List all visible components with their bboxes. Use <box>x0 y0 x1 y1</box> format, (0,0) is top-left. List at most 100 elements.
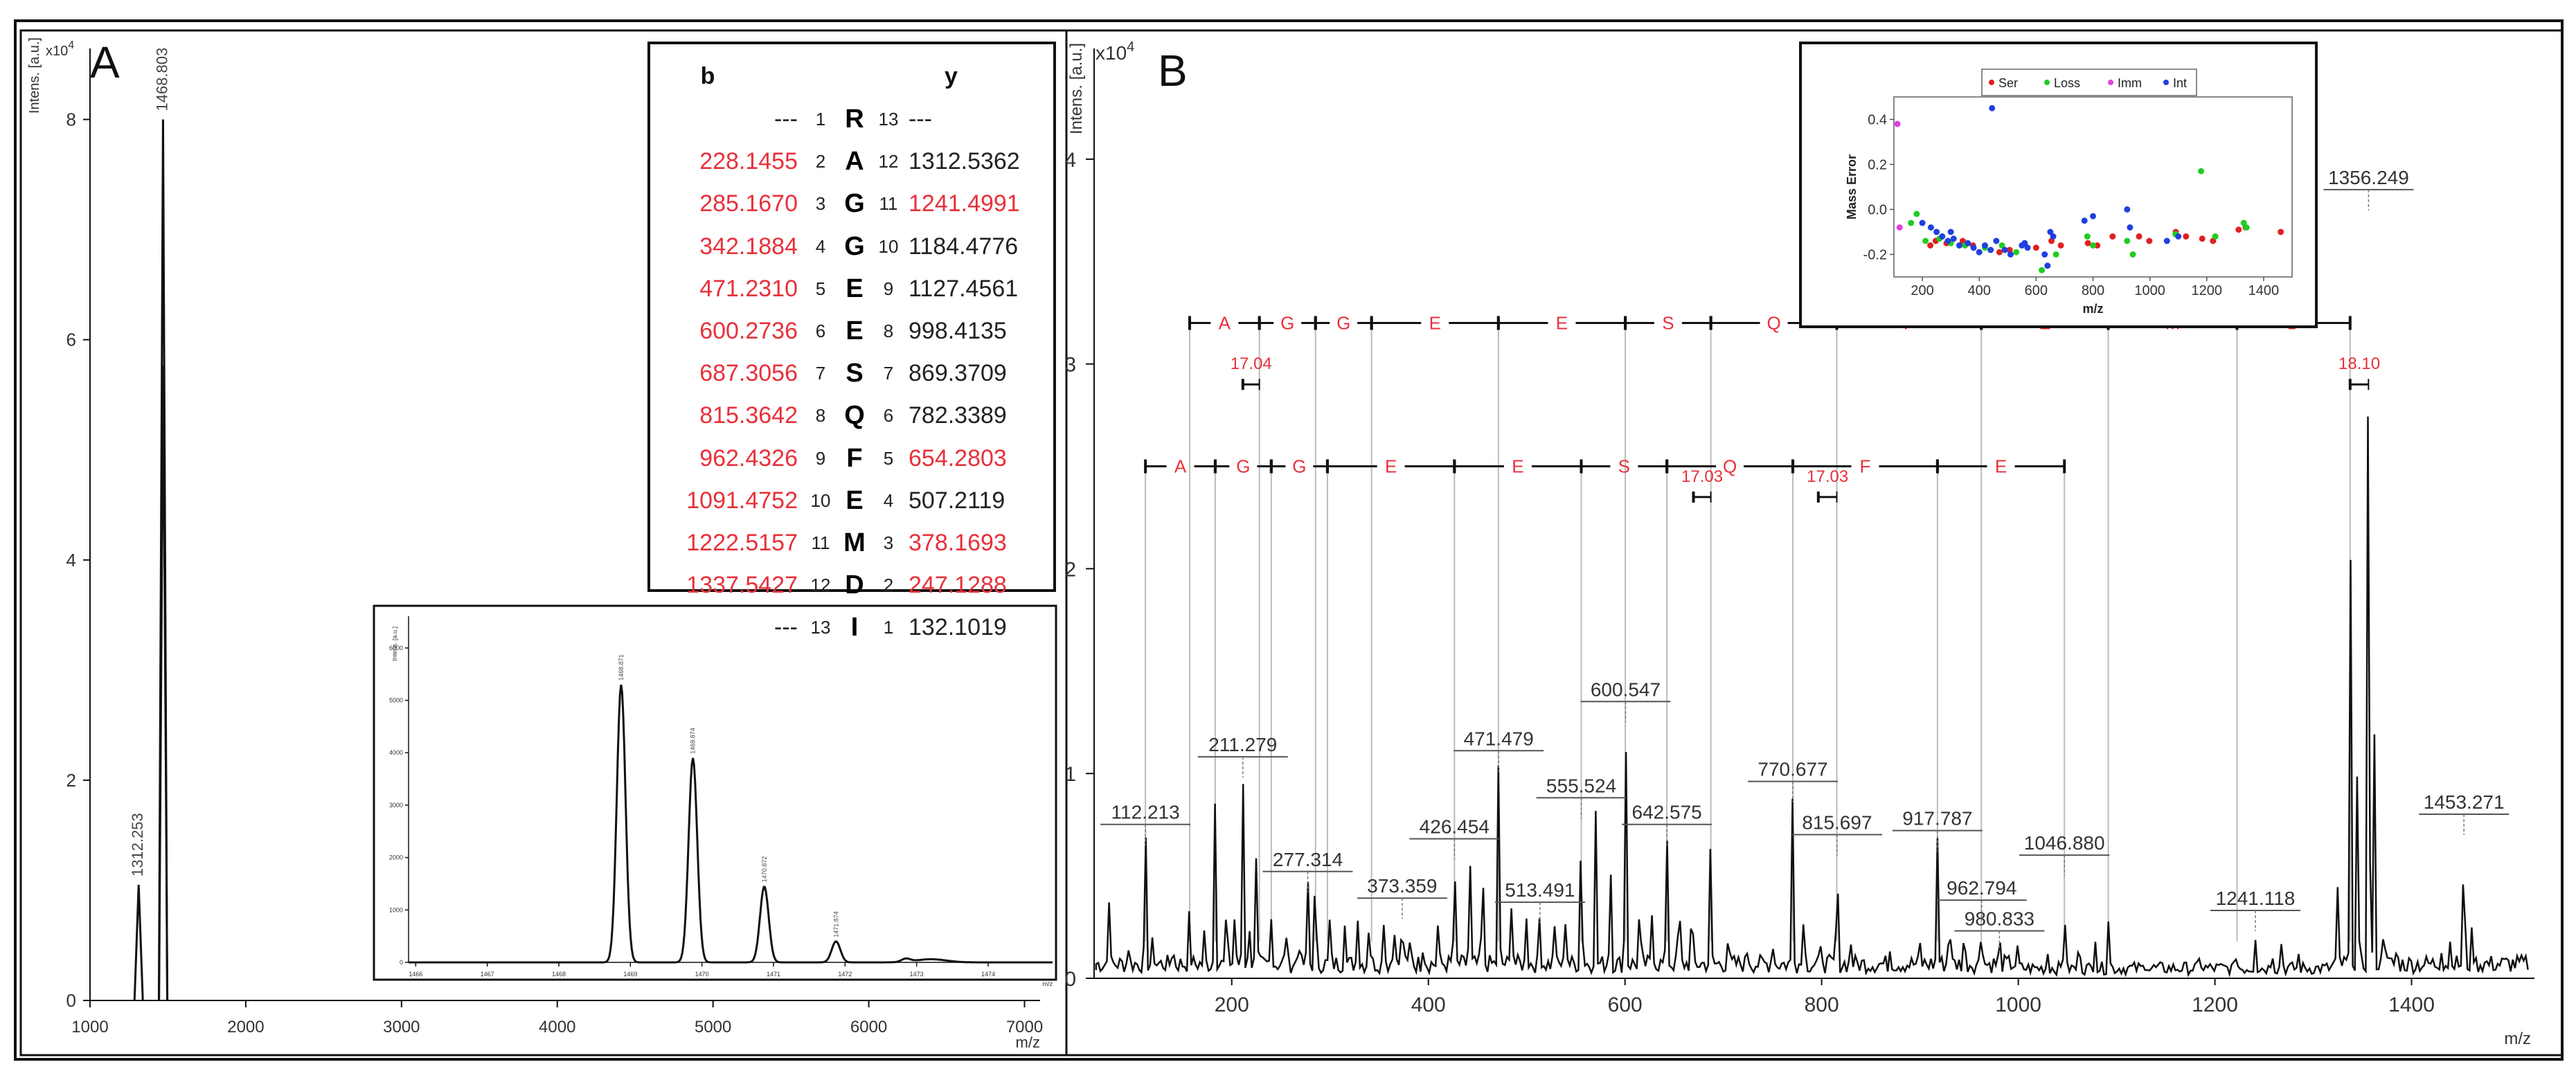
fragment-row: 600.2736 6 E 8 998.4135 <box>663 310 1040 352</box>
fragment-row: 342.1884 4 G 10 1184.4776 <box>663 226 1040 268</box>
panel-a-peak-labels: 1312.253 1468.803 <box>129 48 170 877</box>
inset-x-tick-label: 1471 <box>767 971 780 978</box>
b-ion-mass: 600.2736 <box>699 318 798 345</box>
inset-x-tick-label: 1468 <box>552 971 566 978</box>
zoom-inset-trace: 1468.871 1469.874 1470.872 1471.874 <box>409 654 1053 964</box>
y-ion-mass: 247.1288 <box>909 572 1007 599</box>
y-ion-index: 8 <box>883 321 894 342</box>
inset-peak-label: 1470.872 <box>761 856 768 883</box>
fragment-row: 815.3642 8 Q 6 782.3389 <box>663 395 1040 437</box>
b-ion-mass: 471.2310 <box>699 275 798 302</box>
b-ion-index: 12 <box>810 575 831 596</box>
inset-y-tick-label: 6000 <box>389 645 403 652</box>
zoom-inset-frame <box>373 604 1057 981</box>
y-tick-label: 6 <box>66 330 76 350</box>
y-ion-mass: 654.2803 <box>909 444 1007 471</box>
y-multiplier-exponent: 4 <box>68 39 74 51</box>
inset-x-tick-label: 1467 <box>481 971 494 978</box>
y-ion-index: 9 <box>883 278 894 299</box>
fragment-row: --- 13 I 1 132.1019 <box>663 607 1040 649</box>
spectrum-peak <box>133 884 144 1001</box>
inset-x-tick-label: 1473 <box>910 971 924 978</box>
x-tick-label: 5000 <box>695 1018 731 1036</box>
y-tick-label: 2 <box>66 770 76 791</box>
y-ion-index: 1 <box>883 617 894 638</box>
inset-y-tick-label: 0 <box>400 959 403 966</box>
fragment-row: 228.1455 2 A 12 1312.5362 <box>663 141 1040 183</box>
x-tick-label: 1000 <box>71 1018 108 1036</box>
inset-y-tick-label: 4000 <box>389 749 403 756</box>
y-ion-index: 7 <box>883 363 894 384</box>
y-multiplier: x104 <box>46 39 74 59</box>
inset-peak-label: 1468.871 <box>618 654 625 681</box>
fragment-row: 1091.4752 10 E 4 507.2119 <box>663 480 1040 522</box>
inset-x-tick-label: 1472 <box>838 971 852 978</box>
b-ion-mass: 962.4326 <box>699 444 798 471</box>
inset-y-tick-label: 2000 <box>389 854 403 861</box>
b-ion-index: 5 <box>815 278 826 299</box>
y-ion-mass: 132.1019 <box>909 614 1007 641</box>
b-ion-index: 2 <box>815 151 826 172</box>
fragment-table-body: --- 1 R 13 --- 228.1455 2 A 12 1312.5362 285.1670 3… <box>663 98 1040 649</box>
b-ion-index: 11 <box>811 532 830 553</box>
x-tick-label: 6000 <box>850 1018 887 1036</box>
inset-peak-label: 1469.874 <box>690 728 697 754</box>
y-ion-mass: 1241.4991 <box>909 190 1020 217</box>
residue: F <box>846 443 863 473</box>
y-ion-index: 5 <box>883 447 894 469</box>
inset-x-tick-label: 1466 <box>409 971 422 978</box>
y-ion-mass: 507.2119 <box>909 487 1005 514</box>
y-tick-label: 8 <box>66 109 76 130</box>
b-ion-mass: 815.3642 <box>699 402 798 429</box>
residue: E <box>846 316 864 346</box>
b-ion-header: b <box>700 62 715 89</box>
y-ion-index: 11 <box>879 193 898 215</box>
y-ion-index: 6 <box>883 405 894 426</box>
b-ion-index: 10 <box>810 489 831 511</box>
b-ion-index: 6 <box>815 321 826 342</box>
y-ion-header: y <box>945 62 958 89</box>
inset-x-tick-label: 1469 <box>623 971 637 978</box>
inset-isotope-trace <box>409 684 1053 964</box>
residue: D <box>845 571 864 600</box>
fragment-row: 962.4326 9 F 5 654.2803 <box>663 438 1040 480</box>
inset-y-tick-label: 3000 <box>389 802 403 809</box>
spectrum-peak <box>158 365 169 1001</box>
inset-x-axis-label: m/z <box>1043 980 1053 987</box>
fragment-row: --- 1 R 13 --- <box>663 98 1040 141</box>
residue: R <box>845 105 864 134</box>
b-ion-mass: 1222.5157 <box>686 529 798 556</box>
panel-a-trace <box>133 119 169 1001</box>
b-ion-index: 8 <box>815 405 826 426</box>
y-ion-index: 2 <box>883 575 894 596</box>
b-ion-index: 13 <box>810 617 831 638</box>
y-ion-mass: 1184.4776 <box>909 233 1019 260</box>
residue: S <box>846 359 864 388</box>
y-ion-index: 3 <box>883 532 894 553</box>
b-ion-index: 7 <box>815 363 826 384</box>
residue: A <box>845 147 864 177</box>
y-tick-label: 0 <box>66 990 76 1011</box>
fragment-row: 687.3056 7 S 7 869.3709 <box>663 352 1040 395</box>
fragment-row: 1337.5427 12 D 2 247.1288 <box>663 564 1040 607</box>
y-axis-label: Intens. [a.u.] <box>27 37 42 114</box>
x-tick-label: 2000 <box>227 1018 264 1036</box>
residue: G <box>844 189 865 219</box>
b-ion-index: 3 <box>815 193 826 215</box>
inset-y-axis-label: Intens. [a.u.] <box>391 627 398 661</box>
y-ion-mass: 1312.5362 <box>909 148 1020 175</box>
y-ion-mass: 1127.4561 <box>909 275 1019 302</box>
b-ion-mass: 285.1670 <box>699 190 798 217</box>
x-tick-label: 4000 <box>539 1018 575 1036</box>
inset-y-tick-label: 5000 <box>389 697 403 704</box>
b-ion-mass: 687.3056 <box>699 360 798 387</box>
y-ion-mass: 869.3709 <box>909 360 1007 387</box>
residue: E <box>846 273 864 303</box>
y-ion-mass: 378.1693 <box>909 529 1007 556</box>
b-ion-mass: 228.1455 <box>699 148 798 175</box>
fragment-row: 1222.5157 11 M 3 378.1693 <box>663 522 1040 564</box>
fragment-ion-table: b y --- 1 R 13 --- 228.1455 2 A 12 1312.5362 285.1… <box>647 42 1056 642</box>
b-ion-mass: 1091.4752 <box>686 487 798 514</box>
